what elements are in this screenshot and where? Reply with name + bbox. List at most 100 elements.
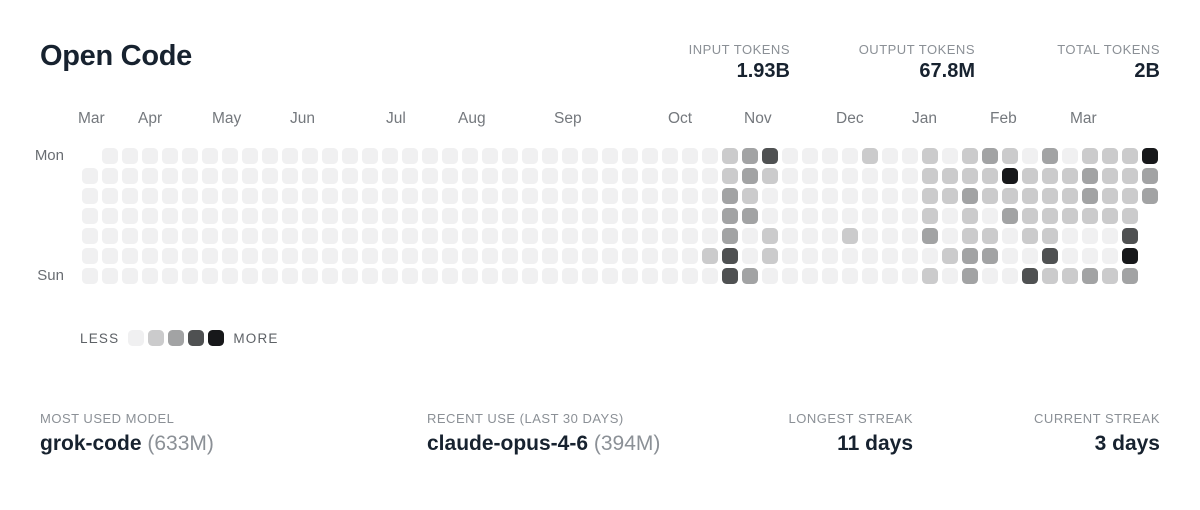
- heatmap-cell[interactable]: [102, 168, 118, 184]
- heatmap-cell[interactable]: [442, 268, 458, 284]
- heatmap-cell[interactable]: [682, 188, 698, 204]
- heatmap-cell[interactable]: [1042, 188, 1058, 204]
- heatmap-cell[interactable]: [202, 148, 218, 164]
- heatmap-cell[interactable]: [362, 228, 378, 244]
- heatmap-cell[interactable]: [1082, 248, 1098, 264]
- heatmap-cell[interactable]: [262, 148, 278, 164]
- heatmap-cell[interactable]: [422, 208, 438, 224]
- heatmap-cell[interactable]: [802, 208, 818, 224]
- heatmap-cell[interactable]: [502, 168, 518, 184]
- heatmap-cell[interactable]: [422, 228, 438, 244]
- heatmap-cell[interactable]: [1022, 248, 1038, 264]
- heatmap-cell[interactable]: [602, 208, 618, 224]
- heatmap-cell[interactable]: [622, 208, 638, 224]
- heatmap-cell[interactable]: [322, 168, 338, 184]
- heatmap-cell[interactable]: [602, 168, 618, 184]
- heatmap-cell[interactable]: [342, 148, 358, 164]
- heatmap-cell[interactable]: [1042, 148, 1058, 164]
- heatmap-cell[interactable]: [1042, 268, 1058, 284]
- heatmap-cell[interactable]: [402, 188, 418, 204]
- heatmap-cell[interactable]: [102, 148, 118, 164]
- heatmap-cell[interactable]: [962, 228, 978, 244]
- heatmap-cell[interactable]: [462, 188, 478, 204]
- heatmap-cell[interactable]: [1122, 268, 1138, 284]
- heatmap-cell[interactable]: [842, 148, 858, 164]
- heatmap-cell[interactable]: [922, 228, 938, 244]
- heatmap-cell[interactable]: [582, 268, 598, 284]
- heatmap-cell[interactable]: [722, 148, 738, 164]
- heatmap-cell[interactable]: [302, 248, 318, 264]
- heatmap-cell[interactable]: [282, 148, 298, 164]
- heatmap-cell[interactable]: [422, 268, 438, 284]
- heatmap-cell[interactable]: [322, 188, 338, 204]
- heatmap-cell[interactable]: [762, 228, 778, 244]
- heatmap-cell[interactable]: [302, 268, 318, 284]
- heatmap-cell[interactable]: [562, 248, 578, 264]
- heatmap-cell[interactable]: [682, 228, 698, 244]
- heatmap-cell[interactable]: [582, 228, 598, 244]
- heatmap-cell[interactable]: [282, 208, 298, 224]
- heatmap-cell[interactable]: [1022, 168, 1038, 184]
- heatmap-cell[interactable]: [82, 248, 98, 264]
- heatmap-cell[interactable]: [922, 148, 938, 164]
- heatmap-cell[interactable]: [462, 248, 478, 264]
- heatmap-cell[interactable]: [962, 148, 978, 164]
- heatmap-cell[interactable]: [1122, 208, 1138, 224]
- heatmap-cell[interactable]: [342, 168, 358, 184]
- heatmap-cell[interactable]: [902, 248, 918, 264]
- heatmap-cell[interactable]: [482, 168, 498, 184]
- heatmap-cell[interactable]: [1082, 148, 1098, 164]
- heatmap-cell[interactable]: [862, 168, 878, 184]
- heatmap-cell[interactable]: [1062, 148, 1078, 164]
- heatmap-cell[interactable]: [162, 188, 178, 204]
- heatmap-cell[interactable]: [122, 168, 138, 184]
- heatmap-cell[interactable]: [262, 188, 278, 204]
- heatmap-cell[interactable]: [782, 248, 798, 264]
- heatmap-cell[interactable]: [322, 148, 338, 164]
- heatmap-cell[interactable]: [762, 168, 778, 184]
- heatmap-cell[interactable]: [242, 188, 258, 204]
- heatmap-cell[interactable]: [1002, 268, 1018, 284]
- heatmap-cell[interactable]: [322, 208, 338, 224]
- heatmap-cell[interactable]: [1082, 228, 1098, 244]
- heatmap-cell[interactable]: [682, 208, 698, 224]
- heatmap-cell[interactable]: [142, 148, 158, 164]
- heatmap-cell[interactable]: [342, 248, 358, 264]
- heatmap-cell[interactable]: [1122, 188, 1138, 204]
- heatmap-cell[interactable]: [622, 228, 638, 244]
- heatmap-cell[interactable]: [962, 268, 978, 284]
- heatmap-cell[interactable]: [622, 248, 638, 264]
- heatmap-cell[interactable]: [1002, 228, 1018, 244]
- heatmap-cell[interactable]: [462, 268, 478, 284]
- heatmap-cell[interactable]: [1042, 248, 1058, 264]
- heatmap-cell[interactable]: [902, 268, 918, 284]
- heatmap-cell[interactable]: [122, 248, 138, 264]
- heatmap-cell[interactable]: [982, 188, 998, 204]
- heatmap-cell[interactable]: [602, 148, 618, 164]
- heatmap-cell[interactable]: [1062, 228, 1078, 244]
- heatmap-cell[interactable]: [322, 268, 338, 284]
- heatmap-cell[interactable]: [342, 268, 358, 284]
- heatmap-cell[interactable]: [662, 248, 678, 264]
- heatmap-cell[interactable]: [562, 208, 578, 224]
- heatmap-cell[interactable]: [842, 268, 858, 284]
- heatmap-cell[interactable]: [802, 228, 818, 244]
- heatmap-cell[interactable]: [202, 168, 218, 184]
- heatmap-cell[interactable]: [702, 248, 718, 264]
- heatmap-cell[interactable]: [442, 248, 458, 264]
- heatmap-cell[interactable]: [462, 208, 478, 224]
- heatmap-cell[interactable]: [82, 208, 98, 224]
- heatmap-cell[interactable]: [722, 168, 738, 184]
- heatmap-cell[interactable]: [822, 248, 838, 264]
- heatmap-cell[interactable]: [1102, 208, 1118, 224]
- heatmap-cell[interactable]: [822, 228, 838, 244]
- heatmap-cell[interactable]: [922, 168, 938, 184]
- heatmap-cell[interactable]: [702, 268, 718, 284]
- heatmap-cell[interactable]: [1002, 208, 1018, 224]
- heatmap-cell[interactable]: [442, 228, 458, 244]
- heatmap-cell[interactable]: [782, 268, 798, 284]
- heatmap-cell[interactable]: [722, 228, 738, 244]
- heatmap-cell[interactable]: [542, 208, 558, 224]
- heatmap-cell[interactable]: [402, 248, 418, 264]
- heatmap-cell[interactable]: [402, 228, 418, 244]
